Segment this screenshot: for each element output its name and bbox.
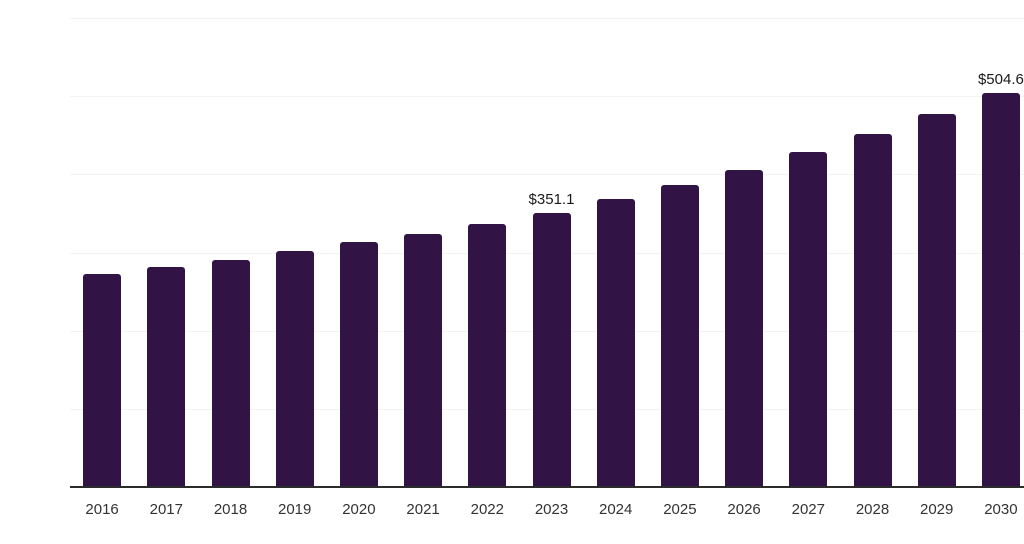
bar-2027 — [789, 152, 828, 487]
bar-2024 — [596, 199, 635, 487]
gridline-400 — [70, 174, 1024, 176]
bar-2023 — [532, 212, 571, 487]
x-tick-label-2017: 2017 — [149, 501, 183, 518]
bar-2018 — [211, 259, 250, 487]
x-tick-label-2025: 2025 — [663, 501, 697, 518]
x-tick-label-2020: 2020 — [342, 501, 376, 518]
x-tick-label-2029: 2029 — [920, 501, 954, 518]
value-label-2030: $504.6 — [977, 70, 1024, 88]
gridline-600 — [70, 18, 1024, 19]
x-tick-label-2028: 2028 — [855, 501, 890, 518]
bar-2025 — [660, 185, 699, 487]
x-tick-label-2027: 2027 — [791, 501, 825, 518]
x-tick-label-2030: 2030 — [984, 501, 1018, 518]
bar-2026 — [725, 169, 764, 487]
bar-2019 — [275, 250, 314, 487]
x-tick-label-2016: 2016 — [85, 501, 119, 518]
x-tick-label-2021: 2021 — [406, 501, 440, 518]
x-tick-label-2023: 2023 — [534, 501, 569, 518]
bar-2028 — [853, 134, 892, 487]
x-axis-line — [70, 486, 1024, 488]
x-tick-label-2026: 2026 — [727, 501, 761, 518]
bar-2017 — [147, 267, 186, 487]
bar-2021 — [404, 233, 443, 487]
x-tick-label-2018: 2018 — [213, 501, 248, 518]
gridline-500 — [70, 96, 1024, 98]
x-tick-label-2022: 2022 — [470, 501, 504, 518]
bar-chart: 2016 2017 2018 2019 2020 2021 2022 2023 2024 2025… — [40, 16, 1024, 528]
bar-2016 — [83, 274, 122, 487]
bar-2030 — [981, 92, 1020, 487]
x-tick-label-2019: 2019 — [278, 501, 312, 518]
x-tick-label-2024: 2024 — [599, 501, 633, 518]
bar-2022 — [468, 223, 507, 487]
value-label-2023: $351.1 — [528, 190, 575, 208]
bar-2020 — [339, 242, 378, 487]
bar-2029 — [917, 114, 956, 487]
